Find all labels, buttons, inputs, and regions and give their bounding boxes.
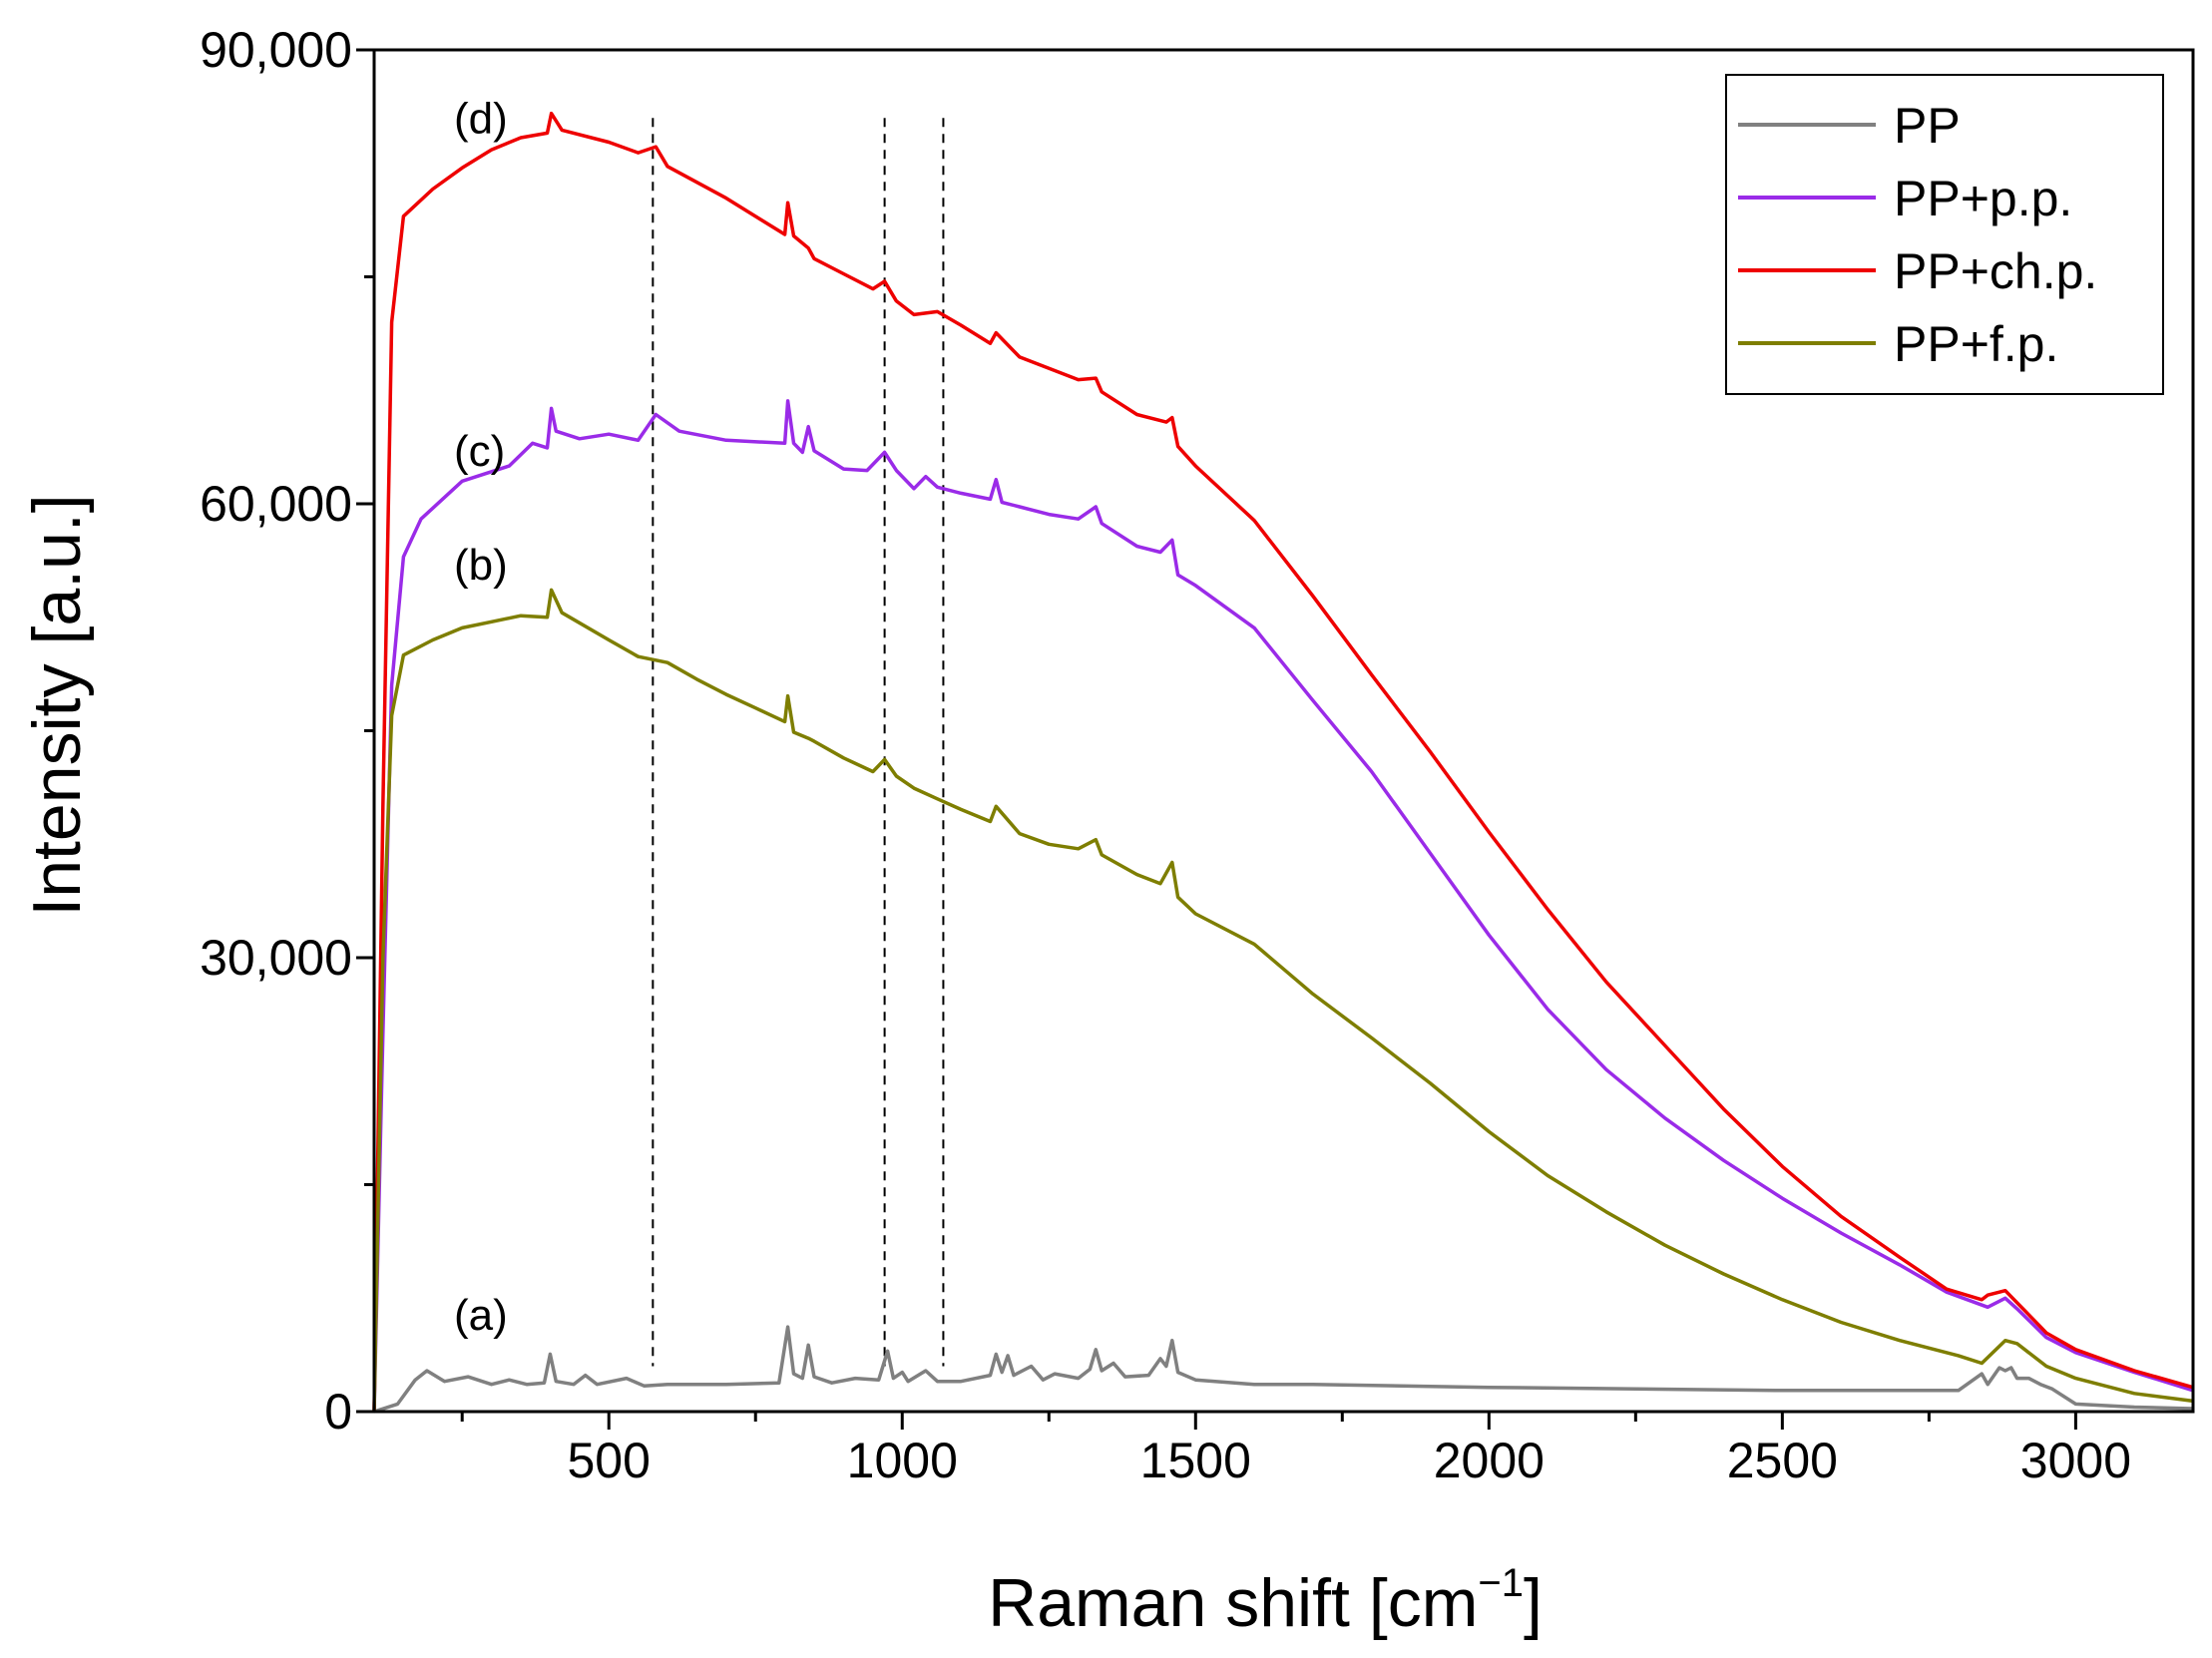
series-line bbox=[372, 111, 2194, 1413]
y-tick-label: 0 bbox=[324, 1384, 352, 1440]
y-tick-label: 60,000 bbox=[200, 476, 352, 532]
curve-tag-label: (d) bbox=[454, 94, 508, 143]
x-tick-label: 1000 bbox=[847, 1433, 958, 1488]
curve-tag-label: (c) bbox=[454, 427, 505, 476]
series-line bbox=[372, 399, 2194, 1413]
curve-tag-label: (a) bbox=[454, 1291, 508, 1340]
series-line bbox=[373, 1325, 2194, 1414]
x-axis-title: Raman shift [cm−1] bbox=[988, 1561, 1543, 1641]
y-axis-ticks: 0 30,000 60,000 90,000 bbox=[200, 22, 374, 1440]
legend-box bbox=[1725, 74, 2164, 395]
legend-entry-label: PP+p.p. bbox=[1894, 171, 2072, 226]
legend: PP PP+p.p. PP+ch.p. PP+f.p. bbox=[1725, 74, 2164, 395]
reference-lines bbox=[652, 118, 945, 1367]
legend-entry-label: PP bbox=[1894, 98, 1961, 154]
curve-tag-label: (b) bbox=[454, 541, 508, 590]
curve-tags: (a) (c) (d) (b) bbox=[454, 94, 508, 1340]
x-tick-label: 3000 bbox=[2020, 1433, 2131, 1488]
series-line bbox=[372, 588, 2194, 1413]
series-curves bbox=[372, 111, 2194, 1414]
x-axis-title-superscript: −1 bbox=[1478, 1561, 1524, 1605]
y-tick-label: 30,000 bbox=[200, 930, 352, 986]
y-tick-label: 90,000 bbox=[200, 22, 352, 78]
x-tick-label: 500 bbox=[568, 1433, 651, 1488]
x-axis-ticks: 500 1000 1500 2000 2500 3000 bbox=[460, 1412, 2131, 1488]
x-tick-label: 2500 bbox=[1727, 1433, 1838, 1488]
legend-entry-label: PP+f.p. bbox=[1894, 316, 2058, 372]
y-axis-title: Intensity [a.u.] bbox=[19, 494, 95, 916]
x-tick-label: 1500 bbox=[1140, 1433, 1251, 1488]
x-tick-label: 2000 bbox=[1434, 1433, 1545, 1488]
legend-entry-label: PP+ch.p. bbox=[1894, 243, 2097, 299]
